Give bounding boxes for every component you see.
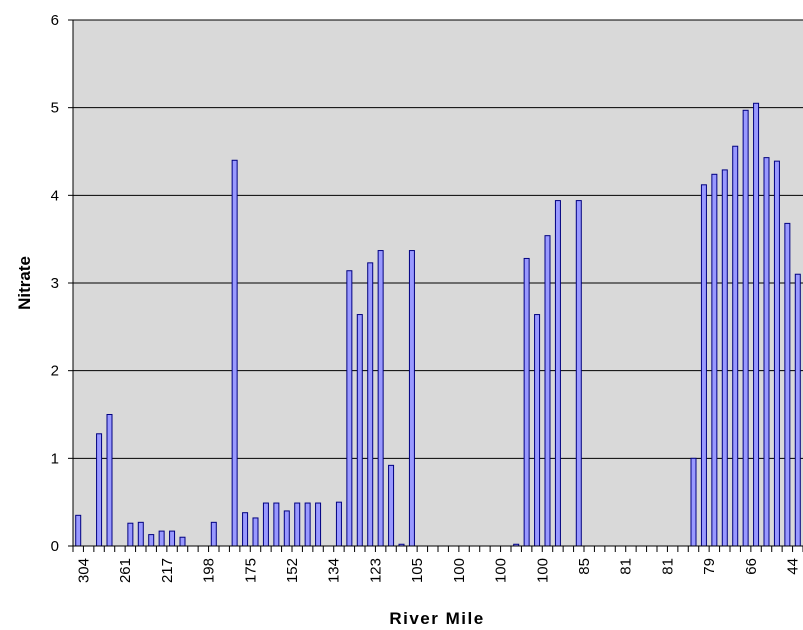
bar bbox=[388, 464, 395, 547]
x-tick-label: 79 bbox=[701, 558, 718, 575]
bar bbox=[127, 522, 134, 547]
bar bbox=[575, 200, 582, 547]
x-tick-label: 175 bbox=[242, 558, 259, 583]
bar bbox=[523, 257, 530, 547]
bar bbox=[544, 235, 551, 547]
bar bbox=[784, 222, 791, 547]
bar bbox=[262, 502, 269, 547]
bar bbox=[179, 536, 186, 547]
x-tick-label: 85 bbox=[576, 558, 593, 575]
bar bbox=[377, 250, 384, 547]
x-tick-label: 105 bbox=[409, 558, 426, 583]
bar bbox=[534, 314, 541, 547]
bar bbox=[210, 521, 217, 547]
x-axis-title: River Mile bbox=[389, 609, 484, 628]
x-tick-label: 81 bbox=[618, 558, 635, 575]
bar bbox=[158, 530, 165, 547]
y-tick-label: 6 bbox=[51, 12, 59, 29]
y-tick-label: 2 bbox=[51, 363, 59, 380]
bar bbox=[763, 157, 770, 547]
bar bbox=[106, 414, 113, 547]
gridlines bbox=[73, 19, 803, 459]
bar bbox=[335, 501, 342, 547]
x-tick-label: 217 bbox=[159, 558, 176, 583]
y-tick-label: 3 bbox=[51, 275, 59, 292]
bar bbox=[242, 512, 249, 547]
x-tick-label: 152 bbox=[284, 558, 301, 583]
bar bbox=[742, 109, 749, 547]
bar bbox=[753, 102, 760, 547]
x-tick-label: 304 bbox=[75, 558, 92, 583]
x-tick-label: 100 bbox=[493, 558, 510, 583]
y-tick-label: 4 bbox=[51, 187, 59, 204]
bar bbox=[273, 502, 280, 547]
bar bbox=[721, 169, 728, 547]
bar bbox=[690, 457, 697, 547]
bar bbox=[794, 273, 801, 547]
y-axis-title: Nitrate bbox=[15, 256, 34, 310]
bar bbox=[304, 502, 311, 547]
y-tick-label: 0 bbox=[51, 538, 59, 555]
bar bbox=[773, 160, 780, 547]
x-tick-label: 44 bbox=[785, 558, 802, 575]
bar bbox=[75, 514, 82, 547]
bar bbox=[732, 145, 739, 547]
bar bbox=[283, 510, 290, 547]
bar bbox=[408, 250, 415, 547]
bar bbox=[711, 173, 718, 547]
y-tick-label: 5 bbox=[51, 100, 59, 117]
bar bbox=[356, 314, 363, 547]
bar bbox=[252, 517, 259, 547]
bar bbox=[346, 270, 353, 547]
x-tick-label: 100 bbox=[451, 558, 468, 583]
x-axis: 304 261 217 198 175 152 134 123 105 100 100 100 85 81… bbox=[72, 545, 803, 583]
x-tick-label: 123 bbox=[367, 558, 384, 583]
x-tick-label: 66 bbox=[743, 558, 760, 575]
y-axis: 0 1 2 3 4 5 6 bbox=[51, 12, 74, 555]
bar bbox=[700, 184, 707, 547]
x-tick-label: 100 bbox=[534, 558, 551, 583]
x-tick-label: 81 bbox=[659, 558, 676, 575]
x-tick-label: 261 bbox=[117, 558, 134, 583]
bar bbox=[96, 433, 103, 547]
bar bbox=[169, 530, 176, 547]
bar bbox=[148, 534, 155, 547]
bar bbox=[554, 200, 561, 547]
bar bbox=[137, 521, 144, 547]
x-tick-label: 134 bbox=[326, 558, 343, 583]
bar bbox=[367, 262, 374, 547]
bar bbox=[294, 502, 301, 547]
y-tick-label: 1 bbox=[51, 450, 59, 467]
bar-series bbox=[75, 102, 801, 547]
bar bbox=[231, 159, 238, 547]
bar bbox=[315, 502, 322, 547]
x-tick-label: 198 bbox=[201, 558, 218, 583]
